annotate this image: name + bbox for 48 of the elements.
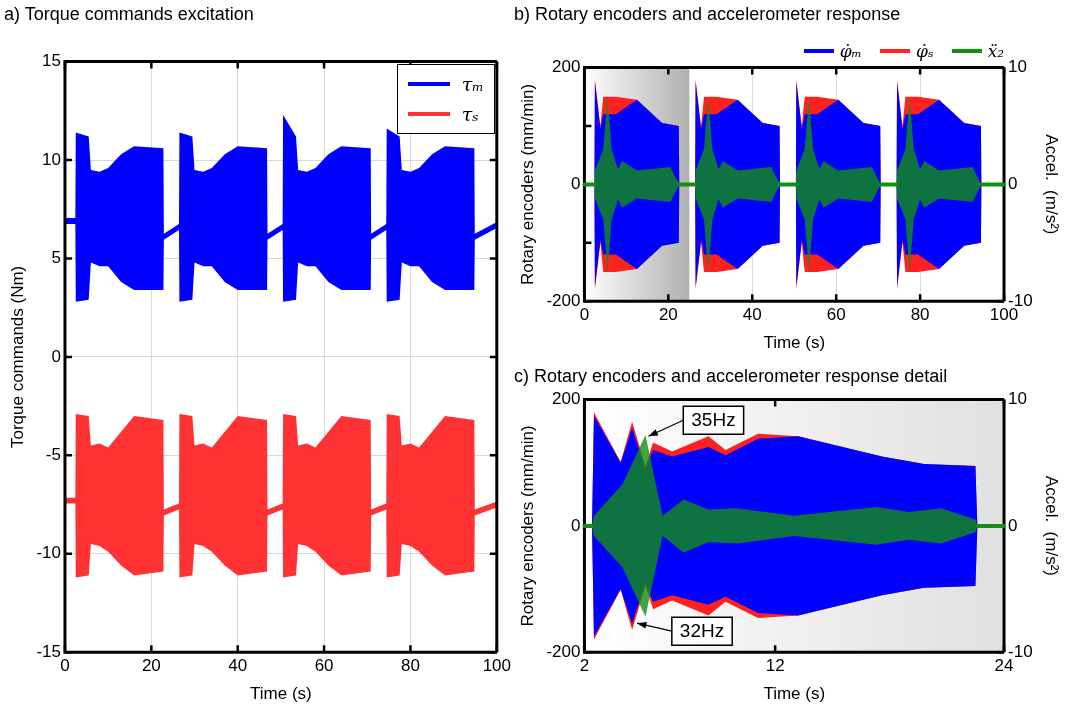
x-axis-title: Time (s) bbox=[763, 333, 826, 353]
x-tick-label: 12 bbox=[765, 656, 785, 676]
x-tick-label: 2 bbox=[579, 656, 590, 676]
y2-tick-label: 0 bbox=[1008, 515, 1018, 535]
legend-label: τₘ bbox=[461, 72, 484, 95]
legend-label: φ̇ₘ bbox=[839, 40, 862, 61]
y2-axis-title: Accel. (m/s²) bbox=[1042, 475, 1062, 576]
legend-label: φ̇ₛ bbox=[915, 40, 934, 61]
y-tick-label: 200 bbox=[552, 389, 581, 409]
y-tick-label: 0 bbox=[570, 174, 581, 194]
y-tick-label: -15 bbox=[36, 641, 61, 661]
x-tick-label: 80 bbox=[400, 656, 420, 676]
chart-title: c) Rotary encoders and accelerometer response detail bbox=[514, 365, 948, 386]
chart-title: a) Torque commands excitation bbox=[4, 3, 254, 24]
x-tick-label: 60 bbox=[826, 305, 846, 325]
y-axis-title: Rotary encoders (mm/min) bbox=[517, 83, 537, 286]
x-tick-label: 100 bbox=[989, 305, 1019, 325]
x-tick-label: 40 bbox=[228, 656, 248, 676]
y-axis-title: Torque commands (Nm) bbox=[7, 265, 27, 449]
y-axis-title: Rotary encoders (mm/min) bbox=[517, 425, 537, 627]
y2-tick-label: 10 bbox=[1008, 57, 1027, 77]
annotation: 32Hz bbox=[679, 620, 725, 642]
annotation: 35Hz bbox=[691, 409, 736, 431]
y-tick-label: -5 bbox=[45, 445, 61, 465]
x-tick-label: 20 bbox=[658, 305, 678, 325]
y-tick-label: 5 bbox=[51, 248, 61, 268]
y2-axis-title: Accel. (m/s²) bbox=[1042, 134, 1062, 235]
y-tick-label: -200 bbox=[546, 641, 581, 661]
x-axis-title: Time (s) bbox=[763, 684, 826, 704]
x-axis-title: Time (s) bbox=[250, 684, 312, 704]
x-tick-label: 24 bbox=[994, 656, 1014, 676]
x-tick-label: 40 bbox=[742, 305, 762, 325]
chart-title: b) Rotary encoders and accelerometer response bbox=[514, 3, 901, 24]
y2-tick-label: 10 bbox=[1008, 389, 1027, 409]
y-tick-label: 200 bbox=[552, 57, 581, 77]
y-tick-label: 15 bbox=[42, 51, 61, 71]
y-tick-label: 0 bbox=[51, 346, 61, 366]
y-tick-label: 10 bbox=[42, 149, 61, 169]
y-tick-label: -200 bbox=[546, 290, 581, 310]
x-tick-label: 60 bbox=[314, 656, 334, 676]
x-tick-label: 100 bbox=[482, 656, 512, 676]
x-tick-label: 80 bbox=[910, 305, 930, 325]
y-tick-label: -10 bbox=[36, 543, 61, 563]
legend-label: ẍ₂ bbox=[987, 40, 1005, 61]
y2-tick-label: 0 bbox=[1008, 174, 1018, 194]
y-tick-label: 0 bbox=[570, 515, 581, 535]
x-tick-label: 20 bbox=[141, 656, 161, 676]
legend-label: τₛ bbox=[461, 102, 479, 125]
